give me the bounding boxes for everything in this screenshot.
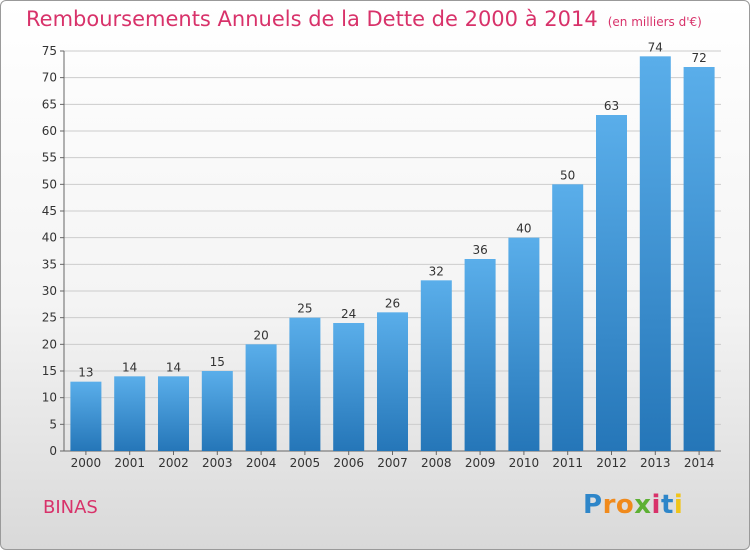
chart-title: Remboursements Annuels de la Dette de 20… — [26, 7, 702, 31]
y-tick-label: 60 — [42, 124, 57, 138]
x-tick-label: 2014 — [684, 456, 715, 470]
bar — [158, 376, 189, 451]
y-tick-label: 40 — [42, 231, 57, 245]
y-tick-label: 50 — [42, 177, 57, 191]
x-tick-label: 2008 — [421, 456, 452, 470]
bars — [70, 56, 715, 452]
data-label: 72 — [691, 51, 706, 65]
y-tick-label: 20 — [42, 337, 57, 351]
bar — [420, 280, 452, 451]
data-label: 26 — [385, 296, 400, 310]
y-tick-label: 45 — [42, 204, 57, 218]
x-tick-label: 2011 — [552, 456, 583, 470]
x-tick-label: 2000 — [71, 456, 102, 470]
y-tick-label: 30 — [42, 284, 57, 298]
y-tick-label: 55 — [42, 151, 57, 165]
data-label: 50 — [560, 168, 575, 182]
bar — [552, 184, 584, 452]
bar — [333, 323, 365, 451]
bar — [114, 376, 146, 451]
logo-letter: o — [615, 490, 635, 520]
bar — [289, 317, 321, 451]
logo-letter: P — [583, 490, 603, 520]
x-tick-label: 2010 — [509, 456, 540, 470]
bar — [639, 56, 671, 451]
unit-label: (en milliers d'€) — [607, 15, 702, 29]
y-tick-label: 10 — [42, 391, 57, 405]
data-label: 25 — [297, 302, 312, 316]
data-label: 24 — [341, 307, 356, 321]
bar — [70, 381, 102, 451]
y-tick-label: 0 — [49, 444, 57, 458]
x-tick-label: 2004 — [246, 456, 277, 470]
data-label: 63 — [604, 99, 619, 113]
y-tick-label: 70 — [42, 71, 57, 85]
logo-letter: x — [634, 490, 652, 520]
y-tick-label: 75 — [42, 44, 57, 58]
y-tick-label: 25 — [42, 311, 57, 325]
x-tick-label: 2005 — [290, 456, 321, 470]
data-label: 14 — [122, 360, 137, 374]
bar — [683, 67, 715, 451]
data-label: 74 — [648, 40, 663, 54]
x-tick-label: 2002 — [158, 456, 189, 470]
x-tick-label: 2013 — [640, 456, 671, 470]
data-label: 13 — [78, 366, 93, 380]
data-label: 20 — [253, 328, 268, 342]
bar — [464, 259, 496, 451]
title-text: Remboursements Annuels de la Dette de 20… — [26, 7, 598, 31]
logo-letter: i — [651, 490, 661, 520]
bar — [201, 371, 233, 451]
bar — [377, 312, 408, 451]
data-label: 32 — [429, 264, 444, 278]
x-tick-label: 2007 — [377, 456, 408, 470]
data-label: 40 — [516, 222, 531, 236]
y-tick-label: 35 — [42, 257, 57, 271]
data-label: 36 — [472, 243, 487, 257]
logo-letter: i — [673, 490, 684, 520]
labels: 0 5 10 15 20 25 30 35 40 45 50 55 60 65 70 75 13 2000 14 20… — [42, 40, 715, 470]
x-tick-label: 2012 — [596, 456, 627, 470]
bar — [596, 115, 627, 451]
data-label: 15 — [210, 355, 225, 369]
y-tick-label: 65 — [42, 97, 57, 111]
data-label: 14 — [166, 360, 181, 374]
logo-letter: t — [660, 490, 674, 520]
x-tick-label: 2006 — [333, 456, 364, 470]
bar — [245, 344, 277, 451]
y-tick-label: 15 — [42, 364, 57, 378]
x-tick-label: 2001 — [114, 456, 145, 470]
commune-name: BINAS — [43, 497, 98, 518]
x-tick-label: 2009 — [465, 456, 496, 470]
logo-letter: r — [602, 490, 616, 520]
x-tick-label: 2003 — [202, 456, 233, 470]
proxiti-logo[interactable]: Proxiti — [583, 490, 683, 520]
y-tick-label: 5 — [49, 417, 57, 431]
bar — [508, 237, 540, 451]
